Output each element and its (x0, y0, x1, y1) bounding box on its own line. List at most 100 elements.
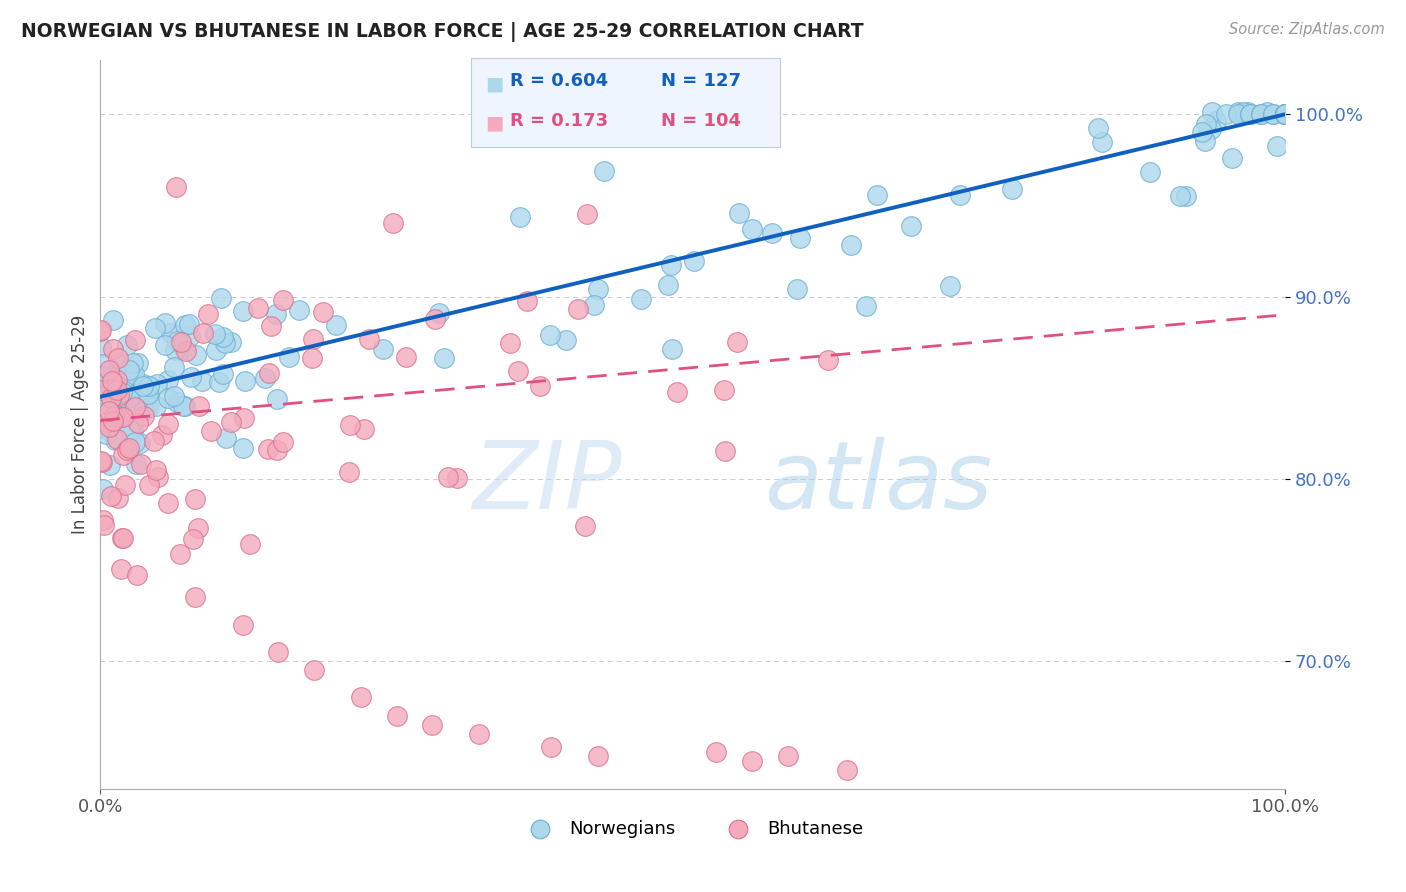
Point (96, 421, 118, 435)
Point (91, 386, 114, 401)
Point (107, 491, 129, 505)
Legend: Norwegians, Bhutanese: Norwegians, Bhutanese (515, 813, 870, 845)
Point (586, 748, 609, 763)
Point (97, 397, 120, 411)
Point (105, 432, 128, 446)
Point (1274, 107, 1296, 121)
Point (211, 368, 233, 382)
Point (117, 404, 139, 418)
Point (231, 617, 253, 632)
Point (93, 369, 115, 384)
Point (373, 342, 395, 356)
Point (267, 645, 290, 659)
Point (200, 424, 222, 438)
Point (1205, 114, 1227, 128)
Point (839, 238, 862, 252)
Point (127, 416, 149, 430)
Point (586, 282, 609, 296)
Point (124, 435, 146, 450)
Point (118, 390, 141, 404)
Point (127, 355, 149, 369)
Point (157, 417, 180, 431)
Point (939, 279, 962, 293)
Point (100, 369, 122, 384)
Point (138, 401, 160, 416)
Point (855, 299, 877, 313)
Text: Source: ZipAtlas.com: Source: ZipAtlas.com (1229, 22, 1385, 37)
Point (1239, 107, 1261, 121)
Point (1194, 135, 1216, 149)
Point (1091, 135, 1114, 149)
Point (90, 393, 112, 408)
Point (1215, 107, 1237, 121)
Point (423, 311, 446, 326)
Point (100, 392, 122, 406)
Point (446, 471, 468, 485)
Point (1256, 105, 1278, 120)
Point (835, 764, 858, 778)
Point (266, 443, 288, 458)
Point (111, 448, 134, 462)
Point (257, 366, 280, 380)
Point (174, 318, 197, 333)
Point (124, 400, 146, 414)
Point (115, 337, 138, 351)
Point (98, 404, 121, 418)
Point (180, 370, 202, 384)
Point (659, 258, 682, 272)
Point (173, 343, 195, 357)
Point (574, 518, 596, 533)
Point (1263, 107, 1285, 121)
Point (1191, 126, 1213, 140)
Point (107, 388, 129, 402)
Point (1237, 105, 1260, 120)
Point (181, 533, 204, 547)
Point (127, 386, 149, 401)
Point (104, 434, 127, 448)
Text: R = 0.173: R = 0.173 (510, 112, 609, 129)
Point (166, 395, 188, 409)
Point (190, 375, 212, 389)
Point (271, 435, 294, 450)
Point (508, 364, 530, 378)
Point (91, 482, 114, 496)
Point (101, 313, 124, 327)
Point (657, 277, 679, 292)
Point (949, 188, 972, 202)
Point (107, 373, 129, 387)
Point (132, 403, 155, 417)
Point (142, 434, 165, 448)
Point (129, 457, 152, 471)
Point (103, 409, 125, 423)
Point (90, 383, 112, 397)
Text: NORWEGIAN VS BHUTANESE IN LABOR FORCE | AGE 25-29 CORRELATION CHART: NORWEGIAN VS BHUTANESE IN LABOR FORCE | … (21, 22, 863, 42)
Point (98, 458, 121, 473)
Point (112, 373, 135, 387)
Point (776, 748, 799, 763)
Point (1139, 165, 1161, 179)
Point (529, 379, 551, 393)
Point (184, 348, 207, 362)
Point (160, 326, 183, 340)
Point (208, 376, 231, 390)
Point (583, 298, 606, 312)
Point (516, 293, 538, 308)
Point (209, 291, 232, 305)
Text: ■: ■ (485, 113, 503, 132)
Point (706, 745, 728, 759)
Point (122, 424, 145, 438)
Point (277, 350, 299, 364)
Point (339, 418, 361, 433)
Point (1194, 117, 1216, 131)
Point (232, 410, 254, 425)
Point (153, 316, 176, 330)
Point (1201, 105, 1223, 120)
Point (114, 478, 136, 492)
Point (555, 333, 578, 347)
Point (90, 454, 112, 468)
Point (256, 442, 278, 457)
Point (239, 536, 262, 550)
Point (1250, 107, 1272, 121)
Point (122, 367, 145, 381)
Point (385, 708, 408, 723)
